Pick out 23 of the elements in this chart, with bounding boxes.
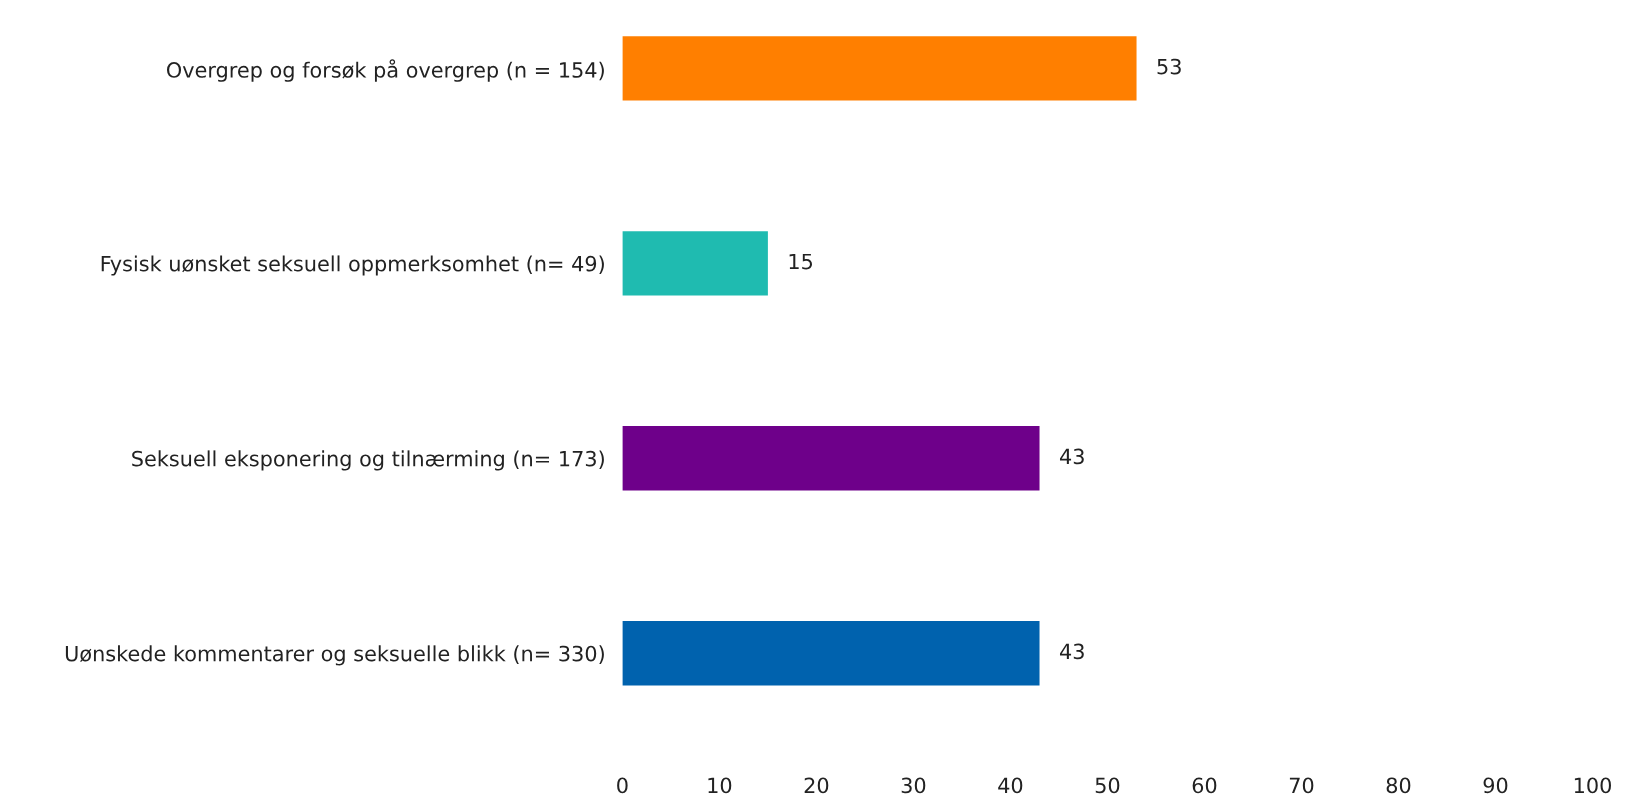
- x-tick-label: 0: [617, 777, 628, 794]
- data-label: 53: [1157, 58, 1181, 75]
- data-label: 43: [1059, 448, 1084, 465]
- x-tick-label: 50: [1095, 777, 1120, 794]
- bar: [622, 426, 1040, 491]
- bar: [622, 36, 1137, 101]
- x-tick-label: 20: [804, 777, 829, 794]
- x-tick-label: 90: [1483, 777, 1508, 794]
- x-tick-label: 100: [1574, 777, 1611, 794]
- y-tick-label: Seksuell eksponering og tilnærming (n= 173): [132, 450, 604, 471]
- x-tick-label: 80: [1386, 777, 1411, 794]
- bar: [622, 231, 768, 296]
- bar: [622, 621, 1040, 686]
- x-tick-label: 60: [1192, 777, 1217, 794]
- x-tick-label: 70: [1289, 777, 1314, 794]
- y-tick-label: Overgrep og forsøk på overgrep (n = 154): [166, 59, 604, 82]
- y-tick-label: Fysisk uønsket seksuell oppmerksomhet (n= 49): [101, 255, 604, 276]
- x-tick-label: 30: [901, 777, 926, 794]
- y-tick-label: Uønskede kommentarer og seksuelle blikk (n= 330): [65, 645, 604, 666]
- x-tick-label: 10: [708, 777, 732, 794]
- data-label: 15: [789, 253, 813, 270]
- x-tick-label: 40: [998, 777, 1023, 794]
- data-label: 43: [1059, 643, 1084, 660]
